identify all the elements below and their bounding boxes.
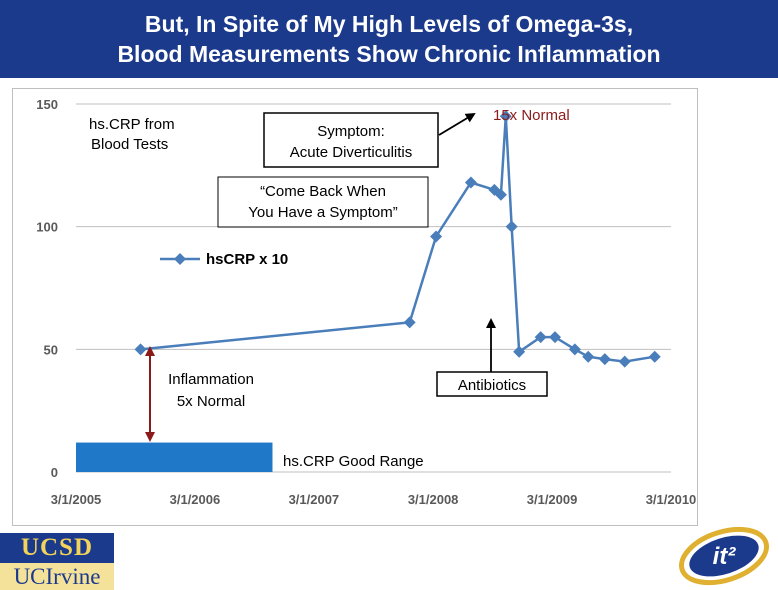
chart-area: 0 50 100 150 3/1/2005 3/1/2006 3/1/2007 3/1/20… bbox=[12, 88, 698, 526]
symptom-box bbox=[263, 112, 439, 168]
data-point-marker bbox=[403, 316, 416, 329]
data-point-marker bbox=[430, 230, 443, 243]
come-back-line-2: You Have a Symptom” bbox=[248, 204, 398, 221]
slide-title-line-2: Blood Measurements Show Chronic Inflamma… bbox=[117, 41, 661, 67]
data-point-marker bbox=[499, 110, 512, 123]
blood-tests-label: Blood Tests bbox=[91, 136, 168, 153]
data-point-marker bbox=[568, 343, 581, 356]
good-range-band bbox=[76, 442, 273, 472]
y-tick-label: 0 bbox=[51, 465, 58, 480]
data-point-marker bbox=[464, 176, 477, 189]
x-tick-label: 3/1/2009 bbox=[527, 492, 578, 507]
symptom-arrow bbox=[438, 112, 476, 136]
fifteen-x-normal-label: 15x Normal bbox=[493, 107, 570, 124]
come-back-box bbox=[217, 176, 429, 228]
x-tick-label: 3/1/2005 bbox=[51, 492, 102, 507]
x-tick-label: 3/1/2006 bbox=[170, 492, 221, 507]
y-tick-label: 100 bbox=[36, 220, 58, 235]
inflammation-line-1: Inflammation bbox=[168, 371, 254, 388]
antibiotics-box bbox=[436, 371, 548, 397]
data-point-marker bbox=[505, 220, 518, 233]
data-point-marker bbox=[534, 331, 547, 344]
y-tick-label: 50 bbox=[44, 342, 58, 357]
data-point-marker bbox=[618, 355, 631, 368]
data-point-marker bbox=[134, 343, 147, 356]
symptom-line-1: Symptom: bbox=[317, 123, 385, 140]
data-point-marker bbox=[513, 345, 526, 358]
it2-logo-text: it² bbox=[713, 543, 737, 570]
x-tick-label: 3/1/2008 bbox=[408, 492, 459, 507]
legend-label: hsCRP x 10 bbox=[206, 251, 288, 268]
antibiotics-label: Antibiotics bbox=[458, 377, 526, 394]
come-back-line-1: “Come Back When bbox=[260, 183, 386, 200]
x-axis-ticks: 3/1/2005 3/1/2006 3/1/2007 3/1/2008 3/1/2009… bbox=[51, 492, 697, 507]
data-point-marker bbox=[494, 188, 507, 201]
inflammation-line-2: 5x Normal bbox=[177, 393, 245, 410]
slide-title: But, In Spite of My High Levels of Omega… bbox=[0, 0, 778, 78]
ucsd-logo: UCSD bbox=[0, 533, 114, 563]
antibiotics-callout: Antibiotics bbox=[436, 318, 548, 397]
data-point-marker bbox=[548, 331, 561, 344]
slide-title-line-1: But, In Spite of My High Levels of Omega… bbox=[144, 11, 634, 37]
symptom-callout: Symptom: Acute Diverticulitis bbox=[263, 112, 476, 168]
data-point-marker bbox=[648, 350, 661, 363]
symptom-line-2: Acute Diverticulitis bbox=[290, 144, 413, 161]
legend: hsCRP x 10 bbox=[160, 251, 288, 268]
hscrp-from-label: hs.CRP from bbox=[89, 116, 175, 133]
good-range-label: hs.CRP Good Range bbox=[283, 453, 424, 470]
x-tick-label: 3/1/2007 bbox=[289, 492, 340, 507]
come-back-callout: “Come Back When You Have a Symptom” bbox=[217, 176, 429, 228]
x-tick-label: 3/1/2010 bbox=[646, 492, 697, 507]
uc-irvine-logo: UCIrvine bbox=[0, 563, 114, 590]
legend-marker bbox=[174, 253, 186, 265]
series-line-hscrp bbox=[140, 116, 655, 363]
inflammation-callout: Inflammation 5x Normal bbox=[145, 346, 254, 442]
it2-logo: it² bbox=[679, 526, 769, 586]
data-point-marker bbox=[598, 353, 611, 366]
y-axis-ticks: 0 50 100 150 bbox=[36, 97, 58, 480]
series-markers bbox=[134, 110, 661, 368]
y-tick-label: 150 bbox=[36, 97, 58, 112]
data-point-marker bbox=[582, 350, 595, 363]
